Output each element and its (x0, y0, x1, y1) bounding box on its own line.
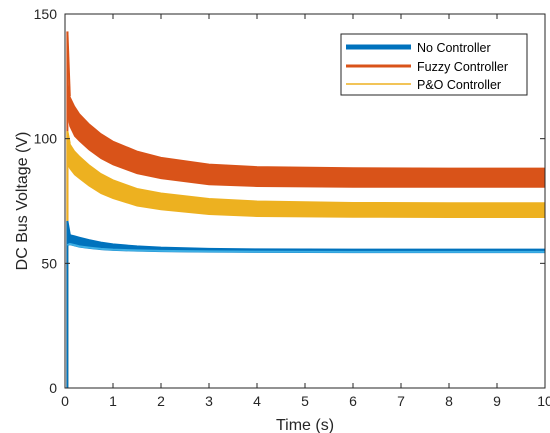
legend-label-fuzzy-controller: Fuzzy Controller (417, 60, 508, 74)
x-tick-label: 7 (397, 393, 405, 409)
x-tick-label: 2 (157, 393, 165, 409)
x-tick-label: 4 (253, 393, 261, 409)
x-tick-label: 3 (205, 393, 213, 409)
x-axis-label: Time (s) (276, 417, 334, 433)
y-tick-label: 0 (49, 380, 57, 396)
x-tick-label: 10 (537, 393, 550, 409)
legend-label-po-controller: P&O Controller (417, 78, 501, 92)
legend-label-no-controller: No Controller (417, 41, 491, 55)
x-tick-label: 9 (493, 393, 501, 409)
series-p-o-controller-spike-decay (66, 130, 71, 144)
x-tick-label: 0 (61, 393, 69, 409)
series-fuzzy-controller-spike-decay (66, 31, 71, 97)
series-layer (66, 31, 546, 388)
x-tick-label: 1 (109, 393, 117, 409)
series-no-controller-spike-decay (66, 220, 71, 235)
y-axis-label: DC Bus Voltage (V) (14, 132, 31, 271)
x-tick-label: 8 (445, 393, 453, 409)
x-tick-label: 5 (301, 393, 309, 409)
y-tick-label: 150 (34, 6, 58, 22)
y-tick-label: 100 (34, 131, 58, 147)
series-no-controller-lower-edge (66, 242, 545, 253)
x-tick-label: 6 (349, 393, 357, 409)
legend: No Controller Fuzzy Controller P&O Contr… (340, 33, 528, 96)
y-tick-label: 50 (41, 255, 57, 271)
